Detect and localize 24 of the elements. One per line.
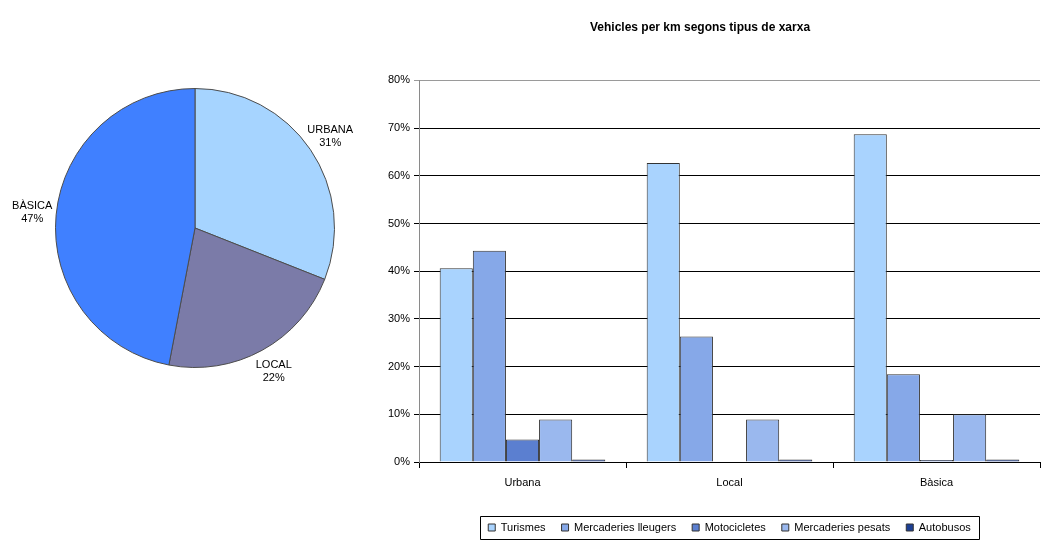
legend-label: Mercaderies pesats [794,520,891,533]
x-tick-label: Urbana [504,475,542,488]
y-tick-label: 80% [387,73,411,86]
slice-label: BÀSICA [12,199,54,212]
legend-label: Autobusos [918,520,972,533]
x-tick-label: Local [716,475,743,488]
legend-label: Mercaderies lleugers [574,520,677,533]
data-label: 47% [21,212,44,225]
data-label: 22% [262,370,285,383]
legend-label: Motocicletes [704,520,767,533]
slice-label: URBANA [307,122,354,135]
legend-label: Turismes [500,520,547,533]
chart-title: Vehicles per km segons tipus de xarxa [589,19,811,34]
y-tick-label: 60% [387,168,411,181]
y-tick-label: 50% [387,216,411,229]
y-tick-label: 70% [387,121,411,134]
data-label: 31% [319,135,342,148]
y-tick-label: 0% [394,455,411,468]
y-tick-label: 10% [387,407,411,420]
slice-label: LOCAL [255,357,292,370]
x-tick-label: Bàsica [919,475,954,488]
y-tick-label: 20% [387,359,411,372]
y-tick-label: 30% [387,311,411,324]
y-tick-label: 40% [387,264,411,277]
